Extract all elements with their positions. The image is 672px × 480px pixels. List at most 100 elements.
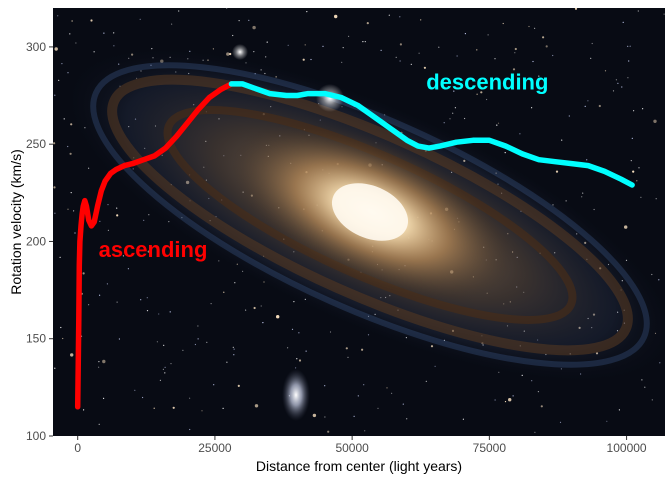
star <box>334 14 338 19</box>
star <box>386 387 388 389</box>
star <box>197 325 199 327</box>
star <box>406 418 408 420</box>
star <box>367 334 370 336</box>
star <box>644 386 646 388</box>
star <box>262 322 264 324</box>
star <box>584 105 586 107</box>
star <box>638 167 640 169</box>
star <box>420 19 422 21</box>
star <box>253 306 256 310</box>
star <box>632 170 635 173</box>
star <box>399 60 401 62</box>
star <box>361 348 364 351</box>
star <box>260 305 262 307</box>
star <box>497 122 500 124</box>
star <box>304 44 306 46</box>
star <box>538 75 540 77</box>
series-line-0 <box>74 81 235 410</box>
star <box>118 338 120 340</box>
star <box>480 91 483 94</box>
star <box>306 11 308 13</box>
star <box>75 42 77 44</box>
star <box>62 337 64 340</box>
star <box>464 33 466 35</box>
star <box>347 356 349 358</box>
y-tick-label: 150 <box>26 332 46 346</box>
star <box>113 32 115 34</box>
star <box>164 372 166 374</box>
star <box>534 431 536 433</box>
star <box>71 20 73 22</box>
star <box>148 214 150 216</box>
star <box>248 19 250 21</box>
star <box>146 297 148 299</box>
star <box>302 58 305 61</box>
star <box>57 15 59 17</box>
star <box>621 86 623 88</box>
star <box>139 18 141 20</box>
star <box>107 229 109 231</box>
star <box>213 384 215 386</box>
star <box>134 389 136 391</box>
star <box>531 107 533 109</box>
star <box>476 93 478 95</box>
star <box>395 56 397 59</box>
star <box>402 403 404 405</box>
star <box>438 46 440 48</box>
x-tick-label: 75000 <box>473 441 507 455</box>
star <box>140 299 142 301</box>
axes: 0 25000 50000 75000 100000 100 150 200 250 300 <box>26 40 647 455</box>
star <box>83 409 85 411</box>
star <box>555 170 559 173</box>
star <box>67 145 69 148</box>
star <box>99 220 101 222</box>
star <box>106 283 108 285</box>
star <box>629 45 631 47</box>
star <box>345 347 348 350</box>
star <box>153 407 155 409</box>
star <box>98 423 100 425</box>
star <box>142 396 144 399</box>
star <box>107 204 109 206</box>
star <box>305 350 307 352</box>
star <box>98 366 100 368</box>
star <box>212 48 214 50</box>
y-tick-label: 250 <box>26 137 46 151</box>
star <box>542 36 545 39</box>
star <box>143 219 145 221</box>
star <box>582 192 584 194</box>
star <box>528 25 530 28</box>
y-tick-label: 300 <box>26 40 46 54</box>
star <box>127 268 129 270</box>
star <box>229 52 232 56</box>
star <box>410 63 412 65</box>
star <box>98 361 100 363</box>
star <box>254 404 259 408</box>
star <box>581 196 583 198</box>
star <box>574 8 578 10</box>
star <box>637 10 639 12</box>
star <box>627 45 629 47</box>
star <box>504 401 507 403</box>
galaxy-background <box>53 8 665 436</box>
star <box>287 44 289 46</box>
star <box>587 100 589 102</box>
y-tick-label: 200 <box>26 234 46 248</box>
star <box>508 398 512 402</box>
star <box>434 365 436 367</box>
star <box>534 27 536 29</box>
star <box>568 115 570 117</box>
star <box>591 42 593 45</box>
star <box>74 232 76 234</box>
star <box>296 358 298 360</box>
star <box>641 379 643 381</box>
star <box>253 51 255 53</box>
star <box>69 152 72 155</box>
star <box>103 397 105 399</box>
star <box>147 250 150 253</box>
star <box>54 367 56 369</box>
star <box>90 19 93 22</box>
star <box>171 23 173 25</box>
star <box>322 45 324 47</box>
star <box>487 34 489 36</box>
